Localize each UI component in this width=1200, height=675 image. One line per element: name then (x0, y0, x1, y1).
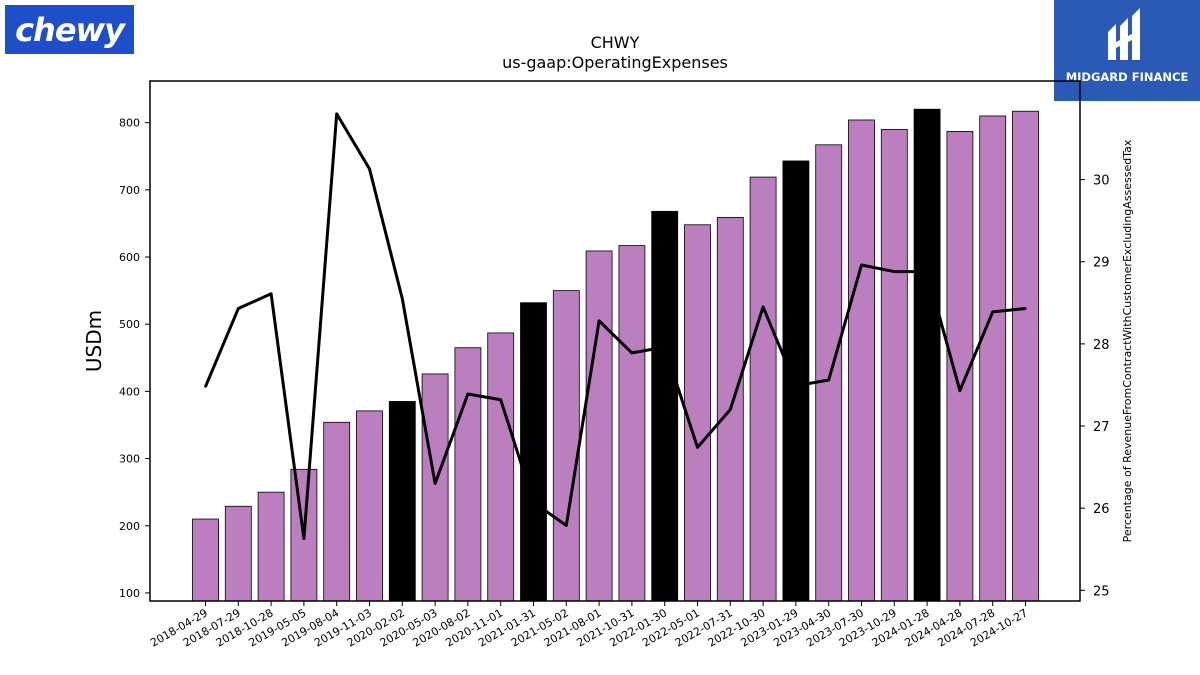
midgard-brand-text: MIDGARD FINANCE (1065, 70, 1189, 84)
line-point-2019-11-03 (368, 167, 371, 171)
bar-2023-10-29 (880, 128, 908, 602)
chewy-logo-text: chewy (15, 10, 125, 49)
bar-2024-07-28 (979, 115, 1007, 602)
bar-2020-05-03 (421, 373, 449, 602)
y-tick-label: 200 (119, 520, 140, 533)
bar-2023-01-29 (782, 160, 810, 602)
line-point-2019-08-04 (335, 112, 338, 116)
y-tick-label: 300 (119, 453, 140, 466)
y2-tick-label: 28 (1093, 338, 1110, 353)
line-point-2021-01-31 (532, 501, 535, 504)
line-point-2021-08-01 (597, 319, 601, 323)
y-tick-label: 100 (119, 587, 140, 600)
line-series (204, 112, 1027, 541)
bar-2018-04-29 (192, 518, 219, 602)
y-axis-left: 100 200 300 400 500 600 700 800 (119, 117, 150, 600)
line-point-2024-04-28 (958, 389, 962, 392)
line-point-2018-07-29 (237, 307, 240, 310)
y2-tick-label: 30 (1093, 174, 1110, 189)
bar-2023-07-30 (848, 119, 875, 602)
plot-frame (149, 80, 1081, 602)
bar-2021-01-31 (520, 302, 547, 602)
line-point-2020-02-02 (401, 297, 404, 300)
x-axis: 2018-04-292018-07-292018-10-282019-05-05… (148, 601, 1030, 650)
line-point-2022-10-30 (761, 305, 765, 309)
bar-2021-10-31 (618, 245, 646, 602)
line-point-2022-07-31 (729, 408, 732, 411)
midgard-finance-logo: MIDGARD FINANCE (1054, 0, 1200, 101)
bar-2022-01-30 (651, 210, 679, 602)
bar-2024-01-28 (913, 108, 941, 602)
chart-subtitle: us-gaap:OperatingExpenses (502, 53, 728, 72)
y2-tick-label: 27 (1093, 420, 1110, 435)
y2-tick-label: 26 (1093, 502, 1110, 517)
percentage-line (204, 112, 1026, 541)
y-tick-label: 400 (119, 385, 140, 398)
line-point-2020-05-03 (433, 482, 437, 485)
bar-2020-11-01 (487, 332, 515, 602)
line-point-2023-04-30 (827, 378, 830, 382)
bar-2024-10-27 (1012, 110, 1039, 602)
bar-2018-07-29 (224, 505, 252, 602)
line-point-2023-01-29 (794, 384, 798, 387)
line-point-2018-04-29 (204, 385, 207, 388)
midgard-mark-icon (1108, 8, 1140, 60)
line-point-2022-01-30 (663, 345, 666, 349)
bar-2020-08-02 (454, 347, 482, 602)
bar-2019-11-03 (356, 410, 383, 602)
line-point-2020-11-01 (499, 398, 502, 401)
bar-series (192, 108, 1039, 602)
line-point-2024-01-28 (925, 270, 929, 273)
y-tick-label: 500 (119, 318, 140, 331)
bar-2023-04-30 (815, 144, 843, 602)
bar-2018-10-28 (257, 491, 285, 602)
line-point-2024-10-27 (1024, 307, 1027, 310)
y2-tick-label: 25 (1093, 584, 1110, 599)
y-tick-label: 600 (119, 251, 140, 264)
line-point-2023-07-30 (860, 263, 863, 267)
line-point-2024-07-28 (991, 310, 994, 314)
bar-2022-05-01 (684, 224, 711, 602)
bar-2021-08-01 (585, 250, 613, 602)
line-point-2018-10-28 (269, 292, 273, 295)
y2-axis-label: Percentage of RevenueFromContractWithCus… (1121, 139, 1134, 542)
bar-2021-05-02 (552, 290, 580, 602)
bar-2019-08-04 (323, 421, 351, 602)
y-axis-label: USDm (82, 310, 106, 372)
y-axis-right: 25 26 27 28 29 30 (1080, 174, 1110, 599)
line-point-2019-05-05 (302, 537, 306, 540)
y-tick-label: 700 (119, 184, 140, 197)
chart-title: CHWY (591, 33, 640, 52)
line-point-2023-10-29 (893, 270, 896, 273)
line-point-2021-10-31 (630, 351, 634, 355)
y-tick-label: 800 (119, 117, 140, 130)
line-point-2021-05-02 (565, 524, 568, 527)
bar-2022-10-30 (749, 176, 777, 602)
chewy-logo: chewy (5, 5, 134, 54)
line-point-2020-08-02 (466, 392, 470, 396)
y2-tick-label: 29 (1093, 256, 1110, 271)
line-point-2022-05-01 (696, 446, 699, 449)
bar-2020-02-02 (388, 401, 416, 602)
